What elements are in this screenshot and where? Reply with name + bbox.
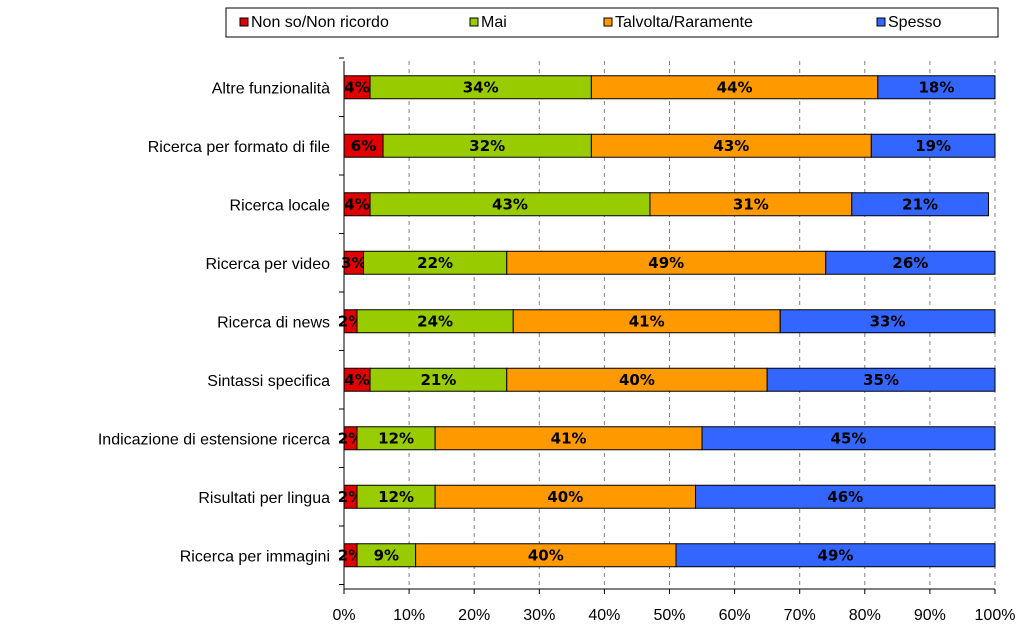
legend-swatch: [876, 17, 886, 27]
data-label: 40%: [619, 371, 655, 389]
x-tick-label: 10%: [393, 607, 425, 624]
category-label: Ricerca locale: [230, 197, 331, 214]
legend-label: Talvolta/Raramente: [615, 14, 753, 31]
data-label: 43%: [713, 137, 749, 155]
data-label: 21%: [420, 371, 456, 389]
data-label: 40%: [547, 488, 583, 506]
category-label: Ricerca per formato di file: [148, 139, 330, 156]
legend-label: Non so/Non ricordo: [251, 14, 389, 31]
data-label: 18%: [918, 78, 954, 96]
category-label: Ricerca per immagini: [180, 548, 330, 565]
x-tick-label: 0%: [332, 607, 355, 624]
legend-label: Spesso: [888, 14, 941, 31]
data-label: 49%: [818, 546, 854, 564]
data-label: 26%: [892, 254, 928, 272]
data-label: 44%: [717, 78, 753, 96]
legend-swatch: [603, 17, 613, 27]
data-label: 46%: [827, 488, 863, 506]
data-label: 12%: [378, 488, 414, 506]
legend-swatch: [239, 17, 249, 27]
x-tick-label: 20%: [458, 607, 490, 624]
data-label: 43%: [492, 195, 528, 213]
data-label: 22%: [417, 254, 453, 272]
bar-segment: [766, 367, 996, 392]
bar-segment: [779, 309, 996, 334]
data-label: 4%: [344, 78, 369, 96]
data-label: 4%: [344, 371, 369, 389]
data-label: 19%: [915, 137, 951, 155]
data-label: 49%: [648, 254, 684, 272]
x-tick-label: 50%: [653, 607, 685, 624]
bar-segment: [877, 75, 996, 100]
category-label: Indicazione di estensione ricerca: [98, 431, 330, 448]
bar-segment: [695, 484, 996, 509]
data-label: 33%: [870, 312, 906, 330]
bar-segment: [870, 133, 996, 158]
data-label: 41%: [551, 429, 587, 447]
data-label: 6%: [351, 137, 376, 155]
x-tick-label: 90%: [914, 607, 946, 624]
legend-swatch: [469, 17, 479, 27]
data-label: 21%: [902, 195, 938, 213]
x-tick-label: 60%: [719, 607, 751, 624]
x-tick-label: 30%: [523, 607, 555, 624]
bar-segment: [825, 250, 996, 275]
x-tick-label: 100%: [975, 607, 1016, 624]
bar-segment: [701, 426, 996, 451]
data-label: 9%: [374, 546, 399, 564]
x-tick-label: 70%: [784, 607, 816, 624]
category-label: Risultati per lingua: [198, 490, 330, 507]
x-tick-label: 80%: [849, 607, 881, 624]
data-label: 40%: [528, 546, 564, 564]
category-label: Ricerca per video: [206, 256, 331, 273]
category-label: Sintassi specifica: [207, 373, 330, 390]
data-label: 3%: [341, 254, 366, 272]
data-label: 34%: [463, 78, 499, 96]
data-label: 31%: [733, 195, 769, 213]
bar-segment: [851, 192, 989, 217]
legend-label: Mai: [481, 14, 507, 31]
data-label: 35%: [863, 371, 899, 389]
category-label: Altre funzionalità: [212, 80, 330, 97]
data-label: 4%: [344, 195, 369, 213]
data-label: 24%: [417, 312, 453, 330]
data-label: 32%: [469, 137, 505, 155]
data-label: 12%: [378, 429, 414, 447]
data-label: 41%: [629, 312, 665, 330]
category-label: Ricerca di news: [217, 314, 330, 331]
bar-segment: [675, 543, 996, 568]
x-tick-label: 40%: [588, 607, 620, 624]
data-label: 45%: [831, 429, 867, 447]
